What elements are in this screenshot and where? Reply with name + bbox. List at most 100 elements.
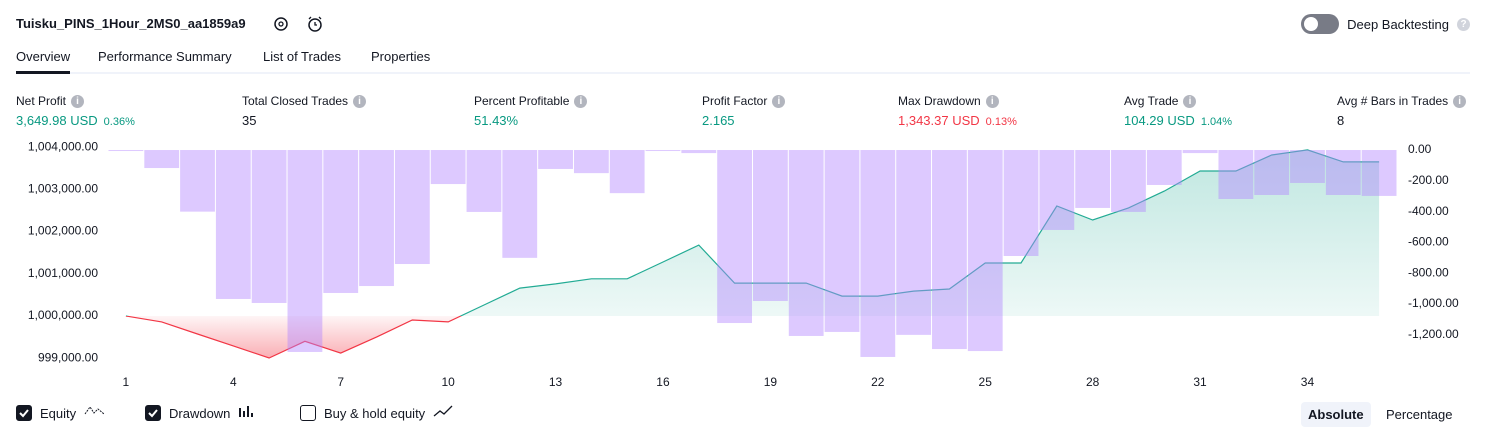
- metric-value: 35: [242, 113, 256, 128]
- tab[interactable]: List of Trades: [263, 49, 342, 64]
- drawdown-bar: [1325, 150, 1361, 195]
- x-tick-label: 10: [441, 375, 455, 389]
- drawdown-bar: [1146, 150, 1182, 185]
- drawdown-bar: [251, 150, 287, 303]
- y-tick-label: 1,002,000.00: [28, 224, 98, 238]
- y2-tick-label: -200.00: [1408, 173, 1449, 187]
- tab[interactable]: Overview: [16, 49, 71, 74]
- drawdown-bar: [1039, 150, 1075, 230]
- y-tick-label: 1,003,000.00: [28, 182, 98, 196]
- metric-number: 2.165: [702, 113, 735, 128]
- metric-percent: 0.36%: [103, 116, 135, 128]
- metric-label: Max Drawdown i: [898, 94, 999, 108]
- legend-item[interactable]: Buy & hold equity: [300, 404, 455, 422]
- drawdown-bar: [287, 150, 323, 352]
- drawdown-bar: [681, 150, 717, 154]
- drawdown-bar: [215, 150, 251, 299]
- info-icon: i: [71, 94, 85, 108]
- drawdown-bar: [1254, 150, 1290, 195]
- y-tick-label: 1,001,000.00: [28, 266, 98, 280]
- drawdown-bar: [573, 150, 609, 174]
- legend-glyph: [433, 404, 455, 422]
- metric-label: Net Profit i: [16, 94, 85, 108]
- metric-number: 35: [242, 113, 257, 128]
- info-icon: i: [1183, 94, 1197, 108]
- drawdown-bar: [323, 150, 359, 293]
- info-icon: i: [353, 94, 367, 108]
- legend-label: Buy & hold equity: [324, 405, 426, 421]
- deep-backtesting[interactable]: Deep Backtesting ?: [1301, 14, 1470, 34]
- tab[interactable]: Properties: [371, 49, 431, 64]
- metric-number: 3,649.98 USD: [16, 113, 98, 128]
- metric-name: Avg Trade: [1124, 94, 1179, 108]
- strategy-title: Tuisku_PINS_1Hour_2MS0_aa1859a9: [16, 16, 246, 31]
- drawdown-bar: [430, 150, 466, 185]
- y-tick-label: 1,000,000.00: [28, 308, 98, 322]
- metric-name: Net Profit: [16, 94, 67, 108]
- x-tick-label: 16: [656, 375, 670, 389]
- checkbox[interactable]: [145, 405, 161, 421]
- x-tick-label: 19: [764, 375, 778, 389]
- x-tick-label: 34: [1301, 375, 1315, 389]
- drawdown-bar: [180, 150, 215, 212]
- metric-number: 51.43%: [474, 113, 519, 128]
- metric-label: Avg # Bars in Trades i: [1337, 94, 1467, 108]
- drawdown-bar: [359, 150, 394, 287]
- toggle[interactable]: [1301, 14, 1340, 34]
- drawdown-bar: [1290, 150, 1325, 183]
- equity-line: [125, 149, 1380, 359]
- metric-value: 8: [1337, 113, 1344, 128]
- drawdown-bar: [932, 150, 967, 350]
- drawdown-bar: [717, 150, 752, 324]
- y2-tick-label: -1,000.00: [1408, 296, 1459, 310]
- equity-area: [125, 149, 1380, 358]
- scale-mode[interactable]: Absolute: [1301, 402, 1371, 427]
- metric-number: 104.29 USD: [1124, 113, 1195, 128]
- legend-label: Drawdown: [169, 405, 231, 421]
- drawdown-bar: [466, 150, 502, 212]
- drawdown-bar: [1182, 150, 1218, 154]
- scale-mode[interactable]: Percentage: [1386, 407, 1453, 422]
- metric-value: 104.29 USD 1.04%: [1124, 113, 1232, 128]
- drawdown-bar: [753, 150, 788, 301]
- tab[interactable]: Performance Summary: [98, 49, 232, 64]
- metric-value: 1,343.37 USD 0.13%: [898, 113, 1017, 128]
- x-tick-label: 4: [230, 375, 237, 389]
- metric-label: Total Closed Trades i: [242, 94, 367, 108]
- metric-name: Percent Profitable: [474, 94, 570, 108]
- metric-name: Profit Factor: [702, 94, 768, 108]
- drawdown-bar: [538, 150, 573, 169]
- metric-value: 2.165: [702, 113, 735, 128]
- metric-value: 3,649.98 USD 0.36%: [16, 113, 135, 128]
- deep-backtesting-label: Deep Backtesting: [1347, 16, 1449, 32]
- x-tick-label: 13: [549, 375, 563, 389]
- info-icon: i: [1453, 94, 1467, 108]
- metric-label: Avg Trade i: [1124, 94, 1197, 108]
- y2-tick-label: -600.00: [1408, 235, 1449, 249]
- metric-name: Total Closed Trades: [242, 94, 349, 108]
- info-icon: i: [772, 94, 786, 108]
- x-tick-label: 25: [979, 375, 993, 389]
- drawdown-bar: [824, 150, 860, 332]
- drawdown-bar: [967, 150, 1003, 352]
- metric-percent: 1.04%: [1200, 116, 1233, 128]
- y2-tick-label: -1,200.00: [1408, 327, 1459, 341]
- legend-item[interactable]: Equity: [16, 404, 106, 422]
- drawdown-bar: [896, 150, 932, 335]
- y2-tick-label: -400.00: [1408, 204, 1449, 218]
- drawdown-bar: [144, 150, 180, 169]
- drawdown-bar: [502, 150, 538, 258]
- checkbox[interactable]: [300, 405, 316, 421]
- info-icon: i: [574, 94, 588, 108]
- checkbox[interactable]: [16, 405, 32, 421]
- drawdown-bar: [645, 150, 681, 152]
- metric-label: Percent Profitable i: [474, 94, 588, 108]
- legend-item[interactable]: Drawdown: [145, 404, 260, 422]
- x-tick-label: 22: [871, 375, 885, 389]
- y-tick-label: 1,004,000.00: [28, 139, 98, 153]
- x-tick-label: 31: [1193, 375, 1207, 389]
- drawdown-bar: [1111, 150, 1146, 212]
- drawdown-bar: [1218, 150, 1254, 200]
- drawdown-bar: [1003, 150, 1039, 257]
